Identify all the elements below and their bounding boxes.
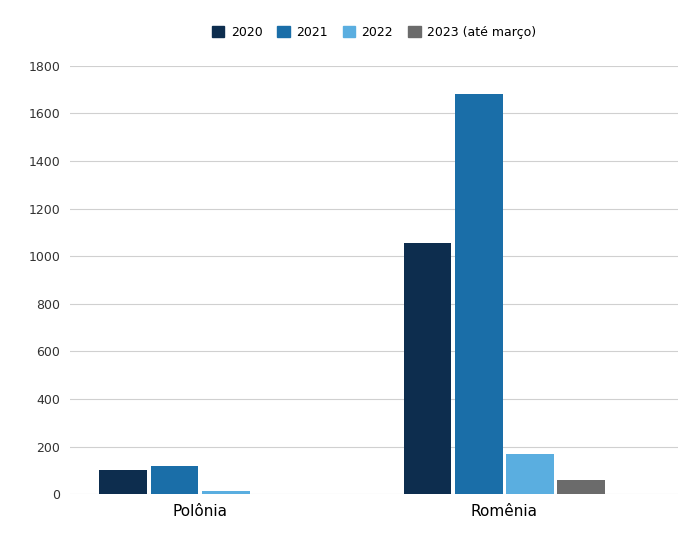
Legend: 2020, 2021, 2022, 2023 (até março): 2020, 2021, 2022, 2023 (até março) xyxy=(207,21,541,44)
Bar xyxy=(557,480,605,494)
Bar xyxy=(151,466,199,494)
Bar xyxy=(455,94,503,494)
Bar xyxy=(403,243,452,494)
Bar xyxy=(99,470,147,494)
Bar xyxy=(506,453,554,494)
Bar xyxy=(202,491,250,494)
